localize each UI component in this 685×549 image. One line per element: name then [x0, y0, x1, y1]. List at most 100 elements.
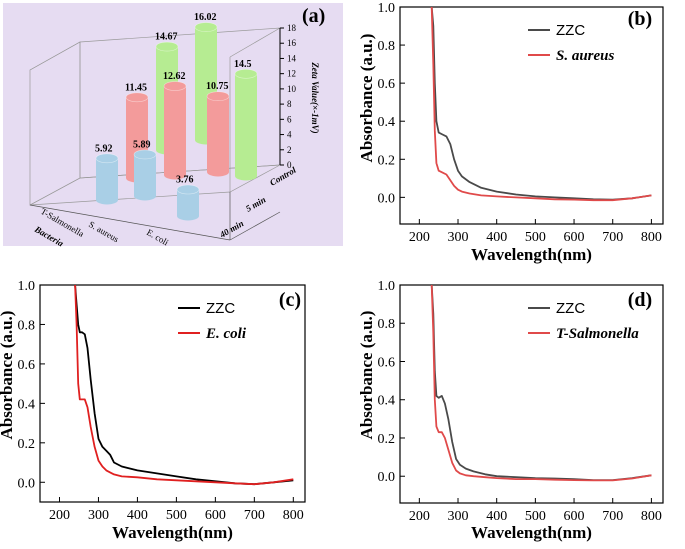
- x-tick-label: 400: [486, 509, 507, 524]
- panel-c-line-chart: 200 300 400 500 600 700 800 0.0 0.2 0.4 0.6 0.8 1.0 W…: [0, 279, 306, 542]
- panel-a-value-label: 14.67: [155, 32, 178, 43]
- x-tick-label: 500: [525, 509, 546, 524]
- y-tick-label: 0.2: [18, 437, 36, 452]
- legend-label: ZZC: [206, 300, 235, 317]
- panel-a-value-label: 14.5: [234, 59, 252, 70]
- legend-label: E. coli: [205, 326, 247, 342]
- x-tick-label: 600: [205, 508, 226, 523]
- panel-a-cylinder-top: [133, 149, 157, 160]
- legend-label: ZZC: [556, 22, 585, 39]
- panel-a-cylinder-body: [164, 86, 186, 180]
- panel-a-value-label: 5.92: [95, 143, 113, 154]
- y-tick-label: 1.0: [378, 279, 396, 294]
- x-tick-label: 300: [448, 230, 469, 245]
- y-axis-label: Absorbance (a.u.): [357, 34, 376, 163]
- x-tick-label: 400: [127, 508, 148, 523]
- y-tick-label: 0.6: [378, 355, 396, 370]
- y-tick-label: 0.2: [378, 432, 396, 447]
- panel-label: (d): [628, 289, 652, 311]
- panel-a-z-tick-label: 0: [287, 160, 292, 170]
- panel-a-z-tick-label: 14: [287, 53, 297, 63]
- y-tick-label: 0.4: [378, 394, 396, 409]
- panel-a-cylinders: 14.67 16.02 14.5 11.45 12.62 10.75 5.92 5.89 3.7…: [95, 12, 258, 221]
- y-tick-label: 0.8: [378, 39, 396, 54]
- panel-a-cylinder: 5.89: [133, 139, 157, 201]
- series-line: [430, 7, 652, 202]
- panel-a-label: (a): [302, 5, 325, 27]
- x-tick-label: 500: [166, 508, 187, 523]
- panel-a-cylinder-body: [235, 73, 257, 181]
- panel-a-z-tick-label: 2: [287, 145, 292, 155]
- panel-a-cylinder-top: [234, 68, 258, 79]
- panel-a-value-label: 3.76: [176, 174, 194, 185]
- y-tick-label: 0.4: [378, 115, 396, 130]
- y-tick-label: 0.6: [378, 77, 396, 92]
- x-axis-label: Wavelength(nm): [112, 523, 233, 542]
- panel-a-cylinder-top: [206, 91, 230, 102]
- x-tick-label: 800: [641, 230, 662, 245]
- panel-label: (c): [279, 289, 301, 311]
- x-tick-label: 700: [602, 230, 623, 245]
- panel-a-z-tick-label: 8: [287, 99, 292, 109]
- y-tick-label: 1.0: [18, 279, 36, 294]
- panel-a-cylinder-top: [163, 81, 187, 91]
- series-line: [430, 7, 652, 201]
- panel-a-cylinder: 14.5: [234, 59, 258, 181]
- panel-a-cylinder: 3.76: [176, 174, 200, 221]
- plot-frame: [39, 284, 306, 503]
- x-tick-label: 800: [641, 509, 662, 524]
- panel-a-cylinder-top: [176, 184, 200, 195]
- legend-label: T-Salmonella: [556, 326, 639, 342]
- y-tick-label: 1.0: [378, 1, 396, 16]
- panel-a-zeta-label: Zeta Value(×-1mV): [310, 61, 320, 133]
- panel-d-line-chart: 200 300 400 500 600 700 800 0.0 0.2 0.4 0.6 0.8 1.0 W…: [357, 279, 664, 542]
- y-tick-label: 0.2: [378, 153, 396, 168]
- legend-label: S. aureus: [556, 48, 615, 64]
- x-tick-label: 300: [448, 509, 469, 524]
- y-axis-label: Absorbance (a.u.): [357, 311, 376, 440]
- panel-a-value-label: 10.75: [206, 81, 229, 92]
- panel-a-cylinder-top: [155, 41, 179, 52]
- y-tick-label: 0.0: [18, 476, 36, 491]
- series-line: [74, 285, 294, 486]
- x-tick-label: 300: [88, 508, 109, 523]
- panel-a-z-tick-label: 10: [287, 84, 297, 94]
- x-tick-label: 200: [49, 508, 70, 523]
- panel-a-cylinder-top: [125, 92, 149, 103]
- x-axis-label: Wavelength(nm): [471, 245, 592, 264]
- y-tick-label: 0.8: [18, 318, 36, 333]
- panel-a-value-label: 11.45: [125, 82, 147, 93]
- panel-a-cylinder-top: [194, 22, 218, 32]
- panel-a-z-tick-label: 16: [287, 38, 297, 48]
- panel-a-value-label: 5.89: [133, 139, 151, 150]
- series-line: [74, 285, 294, 486]
- x-tick-label: 400: [486, 230, 507, 245]
- panel-b-line-chart: 200 300 400 500 600 700 800 0.0 0.2 0.4 0.6 0.8 1.0 W…: [357, 1, 664, 264]
- legend-label: ZZC: [556, 300, 585, 317]
- x-tick-label: 500: [525, 230, 546, 245]
- panel-label: (b): [628, 8, 652, 30]
- panel-a-cylinder: 10.75: [206, 81, 230, 177]
- y-tick-label: 0.8: [378, 317, 396, 332]
- y-tick-label: 0.6: [18, 358, 36, 373]
- panel-a-cylinder-body: [207, 96, 229, 177]
- panel-a-cylinder-body: [134, 154, 156, 201]
- panel-a-zeta-axis: 0 2 4 6 8 10 12 14 16 18: [279, 23, 297, 170]
- panel-a-z-tick-label: 6: [287, 114, 292, 124]
- x-tick-label: 200: [409, 230, 430, 245]
- x-tick-label: 800: [283, 508, 304, 523]
- panel-a-z-tick-label: 4: [287, 130, 292, 140]
- y-tick-label: 0.0: [378, 191, 396, 206]
- series-line: [430, 285, 652, 481]
- panel-a-z-tick-label: 18: [287, 23, 297, 33]
- x-tick-label: 200: [409, 509, 430, 524]
- panel-a-3d-chart: 0 2 4 6 8 10 12 14 16 18 Zeta Value(×-1mV) 14.67 1…: [3, 3, 343, 249]
- plot-frame: [399, 284, 664, 504]
- plot-frame: [399, 6, 664, 225]
- x-tick-label: 700: [602, 509, 623, 524]
- panel-a-z-tick-label: 12: [287, 69, 296, 79]
- panel-a-cylinder: 5.92: [95, 143, 119, 205]
- x-axis-label: Wavelength(nm): [471, 523, 592, 542]
- y-tick-label: 0.4: [18, 397, 36, 412]
